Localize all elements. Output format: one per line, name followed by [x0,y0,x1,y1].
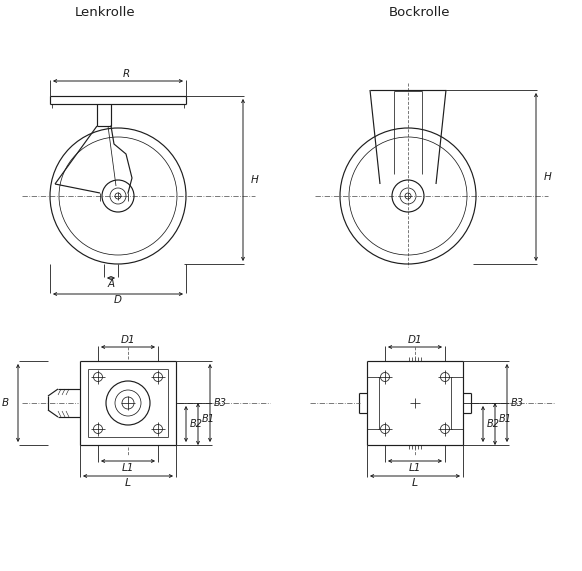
Text: B2: B2 [487,419,500,429]
Text: L: L [412,478,418,488]
Text: B3: B3 [214,398,227,408]
Text: B3: B3 [511,398,524,408]
Text: D: D [114,295,122,305]
Text: D1: D1 [120,335,135,345]
Text: Bockrolle: Bockrolle [389,6,450,19]
Text: H: H [544,172,552,182]
Text: H: H [251,175,259,185]
Text: B1: B1 [499,414,512,424]
Text: B1: B1 [202,414,215,424]
Text: D1: D1 [407,335,423,345]
Text: R: R [122,69,130,79]
Text: B: B [2,398,9,408]
Text: L1: L1 [122,463,134,473]
Text: A: A [108,279,115,289]
Text: L: L [125,478,131,488]
Text: Lenkrolle: Lenkrolle [74,6,135,19]
Text: L1: L1 [409,463,421,473]
Text: B2: B2 [190,419,203,429]
